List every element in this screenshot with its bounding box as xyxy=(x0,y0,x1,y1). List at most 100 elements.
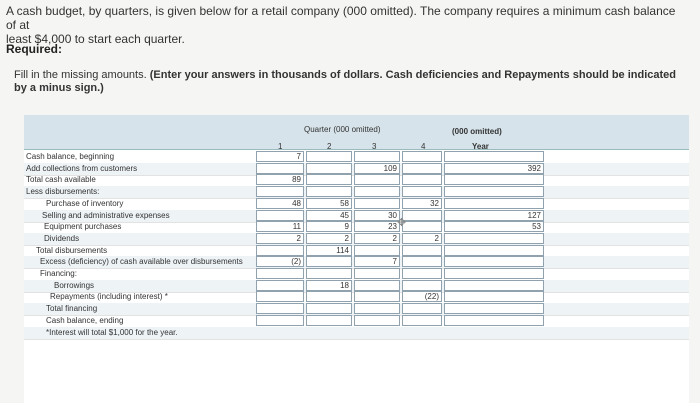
input-cell[interactable] xyxy=(444,303,544,315)
cursor-icon: ✥ xyxy=(397,217,407,229)
input-cell[interactable] xyxy=(306,256,352,268)
input-cell[interactable] xyxy=(402,186,442,198)
input-cell[interactable] xyxy=(402,303,442,315)
input-cell[interactable] xyxy=(354,197,400,209)
input-cell[interactable] xyxy=(444,314,544,326)
input-cell[interactable] xyxy=(354,151,400,162)
cash-budget-table: Quarter (000 omitted) 1 2 3 4 (000 omitt… xyxy=(24,115,689,403)
quarter-3-header: 3 xyxy=(372,142,377,151)
input-cell[interactable] xyxy=(306,151,352,162)
input-cell[interactable] xyxy=(402,268,442,279)
cell-value: 7 xyxy=(392,257,397,267)
cell-value: 2 xyxy=(434,233,439,243)
table-row: *Interest will total $1,000 for the year… xyxy=(24,326,689,340)
value-cell: 2 xyxy=(256,232,304,244)
row-label: Selling and administrative expenses xyxy=(42,210,170,220)
value-cell: 48 xyxy=(256,197,304,209)
row-label: Repayments (including interest) * xyxy=(50,292,168,302)
input-cell[interactable] xyxy=(354,186,400,198)
cell-value: 48 xyxy=(292,198,301,208)
value-cell: 2 xyxy=(354,232,400,244)
row-label: Financing: xyxy=(40,269,77,278)
input-cell[interactable] xyxy=(444,186,544,198)
input-cell[interactable] xyxy=(402,279,442,291)
cell-value: 32 xyxy=(430,198,439,208)
input-cell[interactable] xyxy=(306,291,352,303)
input-cell[interactable] xyxy=(402,174,442,186)
table-row: Cash balance, beginning 7 xyxy=(24,151,689,164)
input-cell[interactable] xyxy=(354,244,400,256)
input-cell[interactable] xyxy=(306,186,352,198)
input-cell[interactable] xyxy=(354,314,400,326)
value-cell: 2 xyxy=(306,232,352,244)
input-cell[interactable] xyxy=(444,151,544,162)
input-cell[interactable] xyxy=(402,162,442,174)
input-cell[interactable] xyxy=(256,186,304,198)
row-label: Cash balance, ending xyxy=(46,315,124,325)
required-heading: Required: xyxy=(6,42,63,56)
input-cell[interactable] xyxy=(354,303,400,315)
instructions-bold: (Enter your answers in thousands of doll… xyxy=(14,69,677,94)
input-cell[interactable] xyxy=(256,268,304,279)
input-cell[interactable] xyxy=(444,232,544,244)
input-cell[interactable] xyxy=(402,151,442,162)
table-header xyxy=(24,115,689,150)
cell-value: 58 xyxy=(340,198,349,208)
value-cell: 30 xyxy=(354,209,400,221)
input-cell[interactable] xyxy=(306,268,352,279)
value-cell: 18 xyxy=(306,279,352,291)
input-cell[interactable] xyxy=(402,256,442,268)
input-cell[interactable] xyxy=(306,162,352,174)
input-cell[interactable] xyxy=(306,314,352,326)
input-cell[interactable] xyxy=(354,291,400,303)
row-label: Add collections from customers xyxy=(26,163,138,173)
input-cell[interactable] xyxy=(444,244,544,256)
input-cell[interactable] xyxy=(256,314,304,326)
input-cell[interactable] xyxy=(444,197,544,209)
row-label: Total disbursements xyxy=(36,245,108,255)
cell-value: 114 xyxy=(336,245,349,255)
input-cell[interactable] xyxy=(354,174,400,186)
cell-value: 392 xyxy=(527,163,541,173)
input-cell[interactable] xyxy=(444,174,544,186)
input-cell[interactable] xyxy=(256,244,304,256)
value-cell: 53 xyxy=(444,221,544,233)
row-label: Purchase of inventory xyxy=(46,198,124,208)
cell-value: 89 xyxy=(292,175,301,185)
input-cell[interactable] xyxy=(402,221,442,233)
cell-value: 2 xyxy=(296,233,301,243)
input-cell[interactable] xyxy=(306,303,352,315)
instructions: Fill in the missing amounts. (Enter your… xyxy=(14,69,684,95)
input-cell[interactable] xyxy=(402,244,442,256)
input-cell[interactable] xyxy=(306,174,352,186)
row-label: Borrowings xyxy=(54,280,95,290)
input-cell[interactable] xyxy=(256,162,304,174)
problem-intro: A cash budget, by quarters, is given bel… xyxy=(6,4,686,46)
input-cell[interactable] xyxy=(256,303,304,315)
cell-value: 109 xyxy=(383,163,397,173)
value-cell: 45 xyxy=(306,209,352,221)
input-cell[interactable] xyxy=(402,209,442,221)
value-cell: (22) xyxy=(402,291,442,303)
input-cell[interactable] xyxy=(444,268,544,279)
value-cell: 58 xyxy=(306,197,352,209)
value-cell: 11 xyxy=(256,221,304,233)
cell-value: 45 xyxy=(340,210,349,220)
row-label: Cash balance, beginning xyxy=(26,152,115,161)
intro-line-2: least $4,000 to start each quarter. xyxy=(6,32,185,46)
table-row: Total cash available 89 xyxy=(24,174,689,188)
cell-value: 18 xyxy=(340,280,349,290)
input-cell[interactable] xyxy=(444,256,544,268)
input-cell[interactable] xyxy=(256,209,304,221)
input-cell[interactable] xyxy=(444,291,544,303)
input-cell[interactable] xyxy=(256,279,304,291)
input-cell[interactable] xyxy=(354,279,400,291)
cell-value: 30 xyxy=(388,210,397,220)
value-cell: 127 xyxy=(444,209,544,221)
input-cell[interactable] xyxy=(354,268,400,279)
year-group-header: (000 omitted) xyxy=(452,127,502,136)
cell-value: 53 xyxy=(532,222,541,232)
input-cell[interactable] xyxy=(402,314,442,326)
input-cell[interactable] xyxy=(256,291,304,303)
input-cell[interactable] xyxy=(444,279,544,291)
